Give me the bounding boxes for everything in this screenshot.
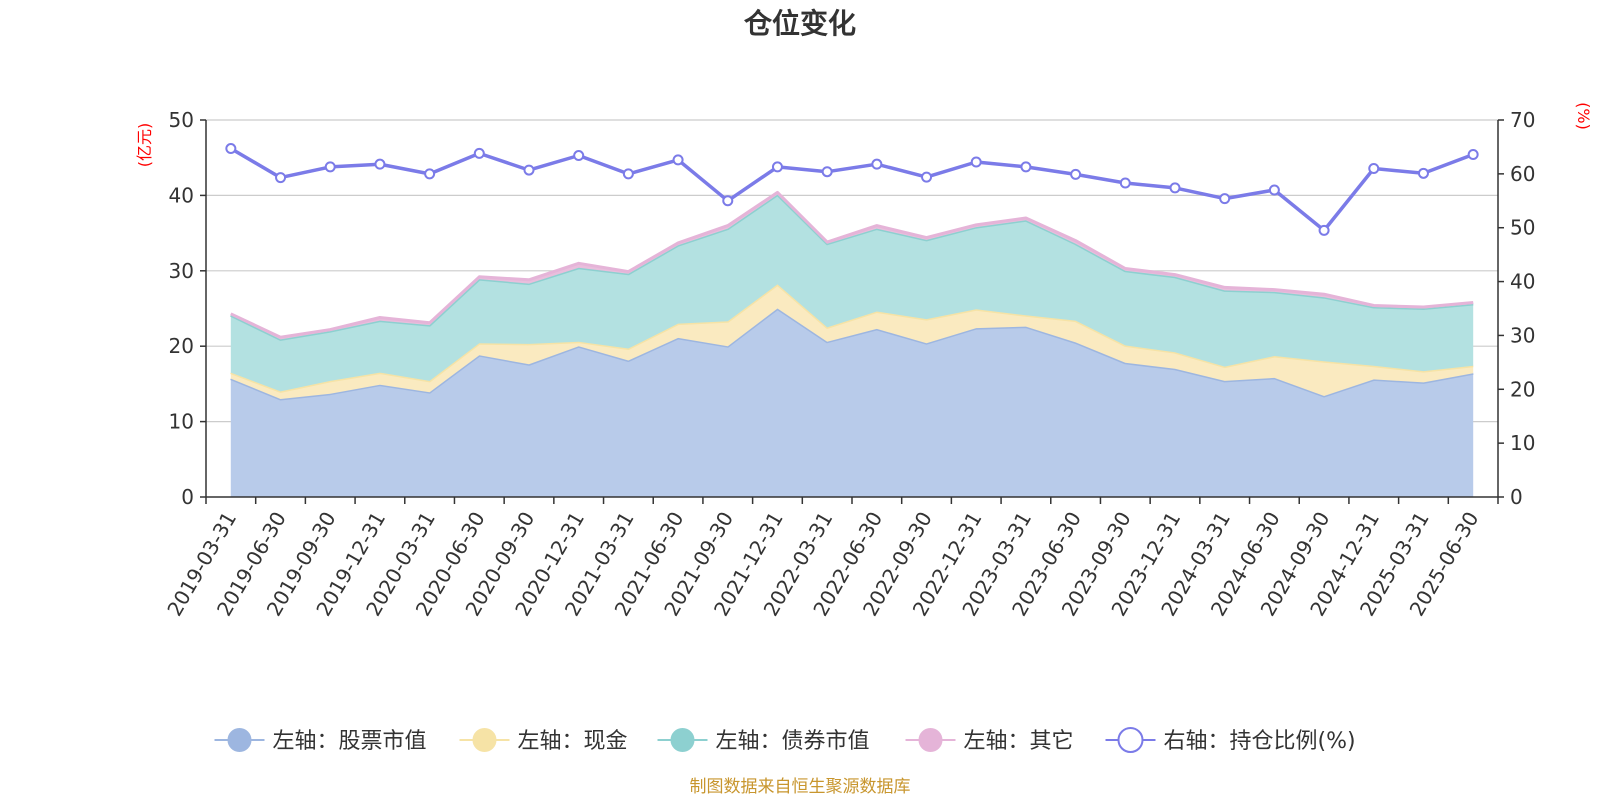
area-band-3	[230, 194, 1474, 392]
chart-title: 仓位变化	[744, 7, 856, 40]
ratio-point	[1219, 193, 1231, 205]
left-axis-tick-label: 30	[169, 259, 194, 283]
right-axis-tick-label: 10	[1510, 431, 1535, 455]
ratio-point	[324, 161, 336, 173]
legend-item-1: 左轴：股票市值	[214, 728, 427, 754]
legend-marker	[472, 728, 497, 752]
ratio-point	[1417, 167, 1429, 179]
right-axis-tick-label: 20	[1510, 377, 1535, 401]
ratio-point	[573, 150, 585, 162]
ratio-point	[821, 166, 833, 178]
ratio-point	[374, 158, 386, 170]
ratio-point	[225, 143, 237, 155]
area-edge-4	[230, 190, 1474, 339]
legend-label: 左轴：现金	[518, 729, 628, 754]
legend-item-4: 左轴：其它	[905, 728, 1074, 754]
ratio-point	[473, 147, 485, 159]
ratio-point	[1169, 182, 1181, 194]
ratio-point	[871, 158, 883, 170]
right-axis-tick-label: 70	[1510, 108, 1535, 132]
left-axis-tick-label: 20	[169, 334, 194, 358]
ratio-point	[921, 171, 933, 183]
ratio-point	[1020, 161, 1032, 173]
legend-label: 右轴：持仓比例(%)	[1164, 729, 1356, 754]
ratio-point	[523, 164, 535, 176]
left-axis-tick-label: 10	[169, 410, 194, 434]
data-source-note: 制图数据来自恒生聚源数据库	[690, 777, 911, 797]
right-axis-unit: (%)	[1574, 102, 1593, 130]
ratio-point	[771, 161, 783, 173]
right-axis-tick-label: 50	[1510, 216, 1535, 240]
ratio-point	[672, 154, 684, 166]
right-axis-tick-label: 40	[1510, 270, 1535, 294]
legend-marker	[227, 728, 252, 752]
ratio-point	[1268, 184, 1280, 196]
right-axis-tick-label: 30	[1510, 323, 1535, 347]
right-axis-tick-label: 60	[1510, 162, 1535, 186]
ratio-point	[722, 195, 734, 207]
legend: 左轴：股票市值 左轴：现金 左轴：债券市值 左轴：其它 右轴：持仓比例(%)	[214, 727, 1356, 754]
ratio-point	[1070, 168, 1082, 180]
legend-marker	[1117, 727, 1144, 753]
left-axis-tick-label: 0	[181, 485, 194, 509]
legend-item-5: 右轴：持仓比例(%)	[1105, 727, 1356, 754]
legend-label: 左轴：其它	[964, 729, 1074, 754]
left-axis-tick-label: 40	[169, 183, 194, 207]
ratio-point	[1119, 177, 1131, 189]
legend-item-3: 左轴：债券市值	[657, 728, 870, 754]
ratio-point	[1318, 224, 1330, 236]
area-band-1	[230, 308, 1474, 497]
ratio-point	[424, 168, 436, 180]
ratio-point	[275, 172, 287, 184]
right-axis-tick-label: 0	[1510, 485, 1523, 509]
ratio-line-path	[229, 146, 1474, 233]
legend-label: 左轴：债券市值	[716, 729, 870, 754]
legend-marker	[670, 728, 695, 752]
legend-label: 左轴：股票市值	[273, 729, 427, 754]
area-band-2	[230, 284, 1474, 399]
position-ratio-line	[225, 143, 1479, 236]
legend-marker	[918, 728, 943, 752]
left-axis-unit: (亿元)	[135, 123, 154, 168]
ratio-point	[970, 156, 982, 168]
ratio-point	[1368, 162, 1380, 174]
ratio-point	[1467, 148, 1479, 160]
left-axis-tick-label: 50	[169, 108, 194, 132]
ratio-point	[622, 168, 634, 180]
legend-item-2: 左轴：现金	[459, 728, 628, 754]
stacked-area-series	[230, 190, 1474, 497]
